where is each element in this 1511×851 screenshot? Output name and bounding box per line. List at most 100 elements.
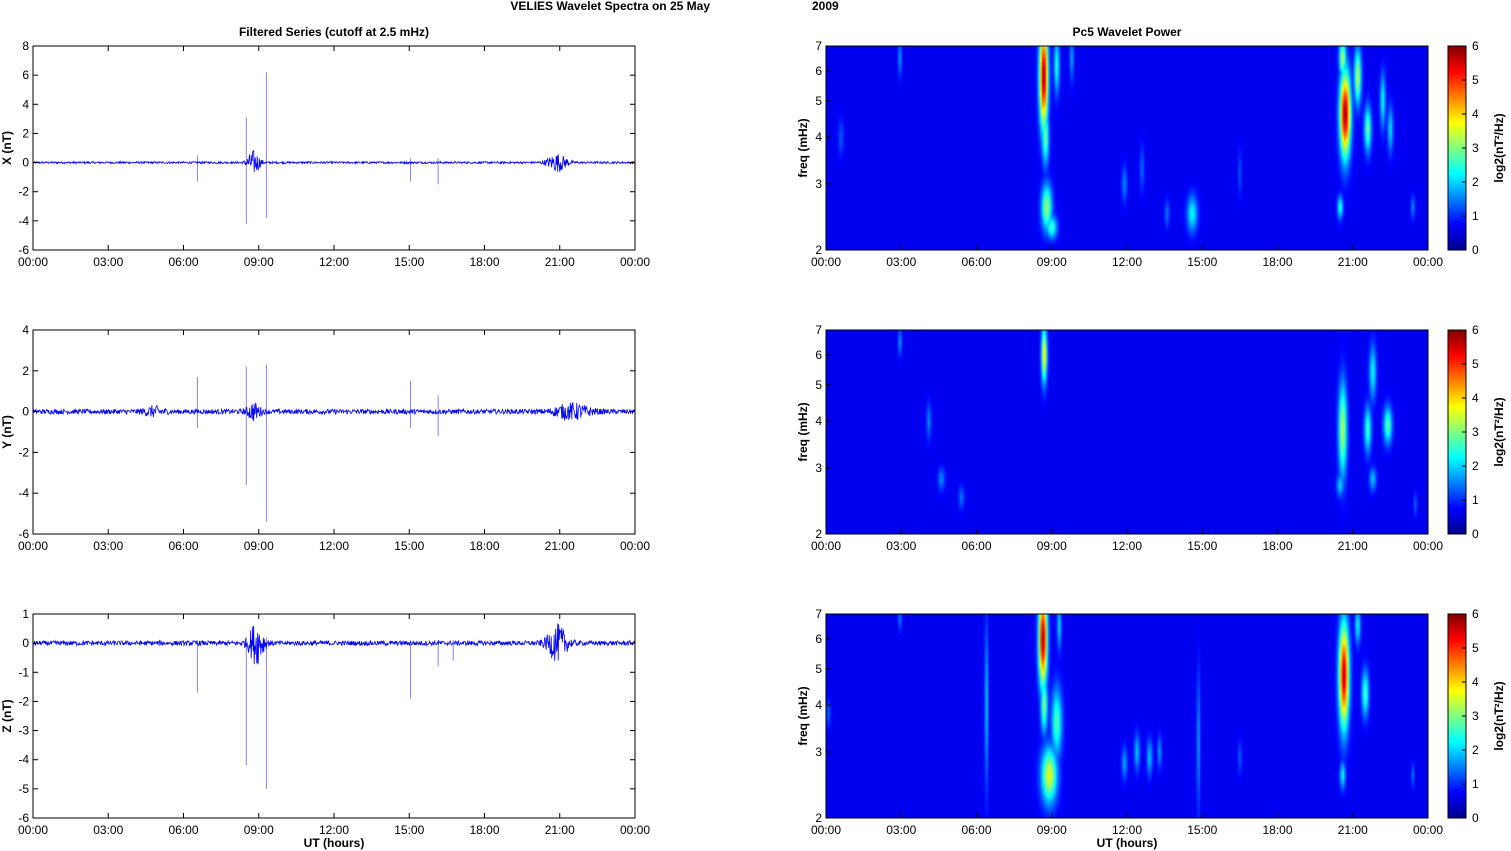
colorbar-tick-label: 3: [1472, 709, 1479, 723]
colorbar-tick-label: 6: [1472, 323, 1479, 337]
x-tick-label: 00:00: [1413, 255, 1443, 269]
x-tick-label: 15:00: [394, 539, 424, 553]
x-tick-label: 03:00: [93, 255, 123, 269]
y-tick-label: -6: [18, 811, 29, 825]
y-tick-label: 6: [815, 64, 822, 78]
right-x-axis-label: UT (hours): [1097, 836, 1158, 850]
x-tick-label: 15:00: [394, 255, 424, 269]
x-tick-label: 18:00: [1262, 539, 1292, 553]
y-tick-label: 7: [815, 39, 822, 53]
x-tick-label: 18:00: [1262, 255, 1292, 269]
colorbar-tick-label: 6: [1472, 39, 1479, 53]
x-tick-label: 15:00: [1187, 255, 1217, 269]
y-tick-label: -4: [18, 214, 29, 228]
series-panel-x: -6 -4 -2 0 2 4 6 8 00:00 03:00 06:00 09:00 12:00 15:0…: [0, 39, 650, 269]
wavelet-panel-x: 2 3 4 5 6 7 00:00 03:00 06:00 09:00 12:00 15:00 18:0…: [796, 39, 1506, 269]
x-tick-label: 00:00: [18, 539, 48, 553]
y-tick-label: 2: [815, 243, 822, 257]
y-axis-label: freq (mHz): [796, 118, 810, 177]
x-tick-label: 09:00: [1037, 255, 1067, 269]
figure-title: VELIES Wavelet Spectra on 25 May: [510, 0, 710, 13]
y-tick-label: 2: [815, 811, 822, 825]
x-tick-label: 09:00: [1037, 539, 1067, 553]
y-tick-label: 6: [22, 68, 29, 82]
y-tick-label: 4: [815, 414, 822, 428]
y-tick-label: 5: [815, 378, 822, 392]
x-tick-label: 18:00: [469, 823, 499, 837]
y-tick-label: 2: [815, 527, 822, 541]
left-x-axis-label: UT (hours): [304, 836, 365, 850]
x-tick-label: 15:00: [1187, 539, 1217, 553]
y-tick-label: 8: [22, 39, 29, 53]
x-tick-label: 06:00: [961, 255, 991, 269]
y-tick-label: 4: [22, 323, 29, 337]
x-tick-label: 00:00: [811, 823, 841, 837]
x-tick-label: 09:00: [244, 823, 274, 837]
colorbar-tick-label: 6: [1472, 607, 1479, 621]
x-tick-label: 00:00: [620, 823, 650, 837]
y-tick-label: 0: [22, 405, 29, 419]
x-tick-label: 06:00: [961, 823, 991, 837]
x-tick-label: 06:00: [961, 539, 991, 553]
x-tick-label: 21:00: [545, 255, 575, 269]
x-tick-label: 06:00: [168, 539, 198, 553]
y-tick-label: -6: [18, 527, 29, 541]
y-tick-label: 7: [815, 607, 822, 621]
x-tick-label: 03:00: [93, 539, 123, 553]
y-tick-label: -6: [18, 243, 29, 257]
x-tick-label: 03:00: [886, 255, 916, 269]
y-tick-label: -5: [18, 782, 29, 796]
x-tick-label: 00:00: [620, 539, 650, 553]
y-tick-label: -1: [18, 665, 29, 679]
y-tick-label: 7: [815, 323, 822, 337]
y-tick-label: 3: [815, 177, 822, 191]
plot-area: [33, 46, 635, 250]
y-tick-label: -3: [18, 724, 29, 738]
wavelet-panel-z: 2 3 4 5 6 7 00:00 03:00 06:00 09:00 12:00 15:00 18:0…: [796, 607, 1506, 837]
x-tick-label: 03:00: [886, 823, 916, 837]
y-tick-label: 4: [815, 698, 822, 712]
x-tick-label: 15:00: [1187, 823, 1217, 837]
wavelet-panel-y: 2 3 4 5 6 7 00:00 03:00 06:00 09:00 12:00 15:00 18:0…: [796, 323, 1506, 553]
y-tick-label: -2: [18, 445, 29, 459]
colorbar-tick-label: 1: [1472, 777, 1479, 791]
x-tick-label: 12:00: [319, 255, 349, 269]
x-tick-label: 15:00: [394, 823, 424, 837]
x-tick-label: 12:00: [319, 823, 349, 837]
x-tick-label: 09:00: [244, 255, 274, 269]
x-tick-label: 09:00: [1037, 823, 1067, 837]
x-tick-label: 21:00: [545, 539, 575, 553]
x-tick-label: 18:00: [469, 539, 499, 553]
data-trace: [32, 623, 636, 665]
y-axis-label: Y (nT): [0, 415, 14, 449]
plot-area: [33, 614, 635, 818]
y-tick-label: 0: [22, 636, 29, 650]
colorbar-label: log2(nT²/Hz): [1492, 681, 1506, 750]
y-tick-label: 5: [815, 94, 822, 108]
x-tick-label: 12:00: [1112, 823, 1142, 837]
colorbar-label: log2(nT²/Hz): [1492, 397, 1506, 466]
y-axis-label: X (nT): [0, 131, 14, 165]
y-tick-label: 1: [22, 607, 29, 621]
colorbar-tick-label: 1: [1472, 493, 1479, 507]
y-axis-label: Z (nT): [0, 699, 14, 732]
y-tick-label: 6: [815, 348, 822, 362]
y-axis-label: freq (mHz): [796, 402, 810, 461]
x-tick-label: 09:00: [244, 539, 274, 553]
x-tick-label: 00:00: [620, 255, 650, 269]
power-heatmap: [826, 46, 1428, 250]
colorbar-tick-label: 3: [1472, 425, 1479, 439]
y-axis-label: freq (mHz): [796, 686, 810, 745]
power-heatmap: [826, 614, 1428, 818]
x-tick-label: 06:00: [168, 255, 198, 269]
x-tick-label: 00:00: [1413, 823, 1443, 837]
x-tick-label: 12:00: [1112, 255, 1142, 269]
x-tick-label: 21:00: [1338, 823, 1368, 837]
x-tick-label: 00:00: [1413, 539, 1443, 553]
x-tick-label: 21:00: [545, 823, 575, 837]
colorbar-label: log2(nT²/Hz): [1492, 113, 1506, 182]
colorbar-tick-label: 0: [1472, 243, 1479, 257]
colorbar-tick-label: 2: [1472, 459, 1479, 473]
y-tick-label: 6: [815, 632, 822, 646]
